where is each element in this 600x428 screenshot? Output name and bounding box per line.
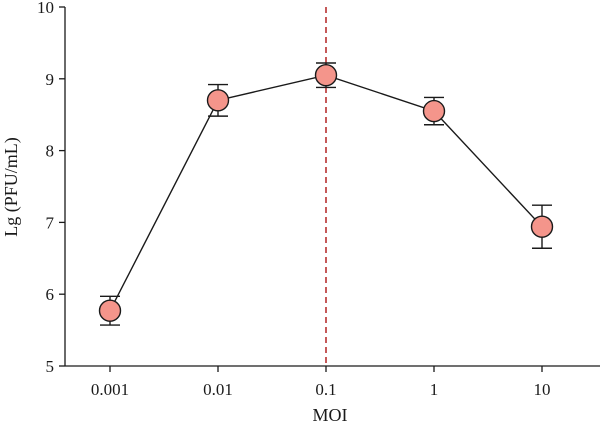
x-ticks: 0.001 0.01 0.1 1 10 [91,366,551,399]
x-axis-title: MOI [313,405,348,425]
y-tick-label: 8 [46,142,55,161]
y-axis-title: Lg (PFU/mL) [1,137,22,237]
y-tick-label: 10 [37,0,54,17]
data-point [530,215,554,238]
y-ticks: 5 6 7 8 9 10 [37,0,65,376]
y-tick-label: 7 [46,213,55,232]
data-point [206,89,230,112]
axes [64,7,600,367]
data-point [98,299,122,322]
x-tick-label: 0.1 [315,380,336,399]
x-tick-label: 10 [534,380,551,399]
data-points [98,64,554,322]
y-tick-label: 6 [46,285,55,304]
y-tick-label: 5 [46,357,55,376]
y-tick-label: 9 [46,70,55,89]
x-tick-label: 1 [430,380,439,399]
data-point [314,64,338,87]
x-tick-label: 0.001 [91,380,129,399]
data-point [422,99,446,123]
x-tick-label: 0.01 [203,380,233,399]
